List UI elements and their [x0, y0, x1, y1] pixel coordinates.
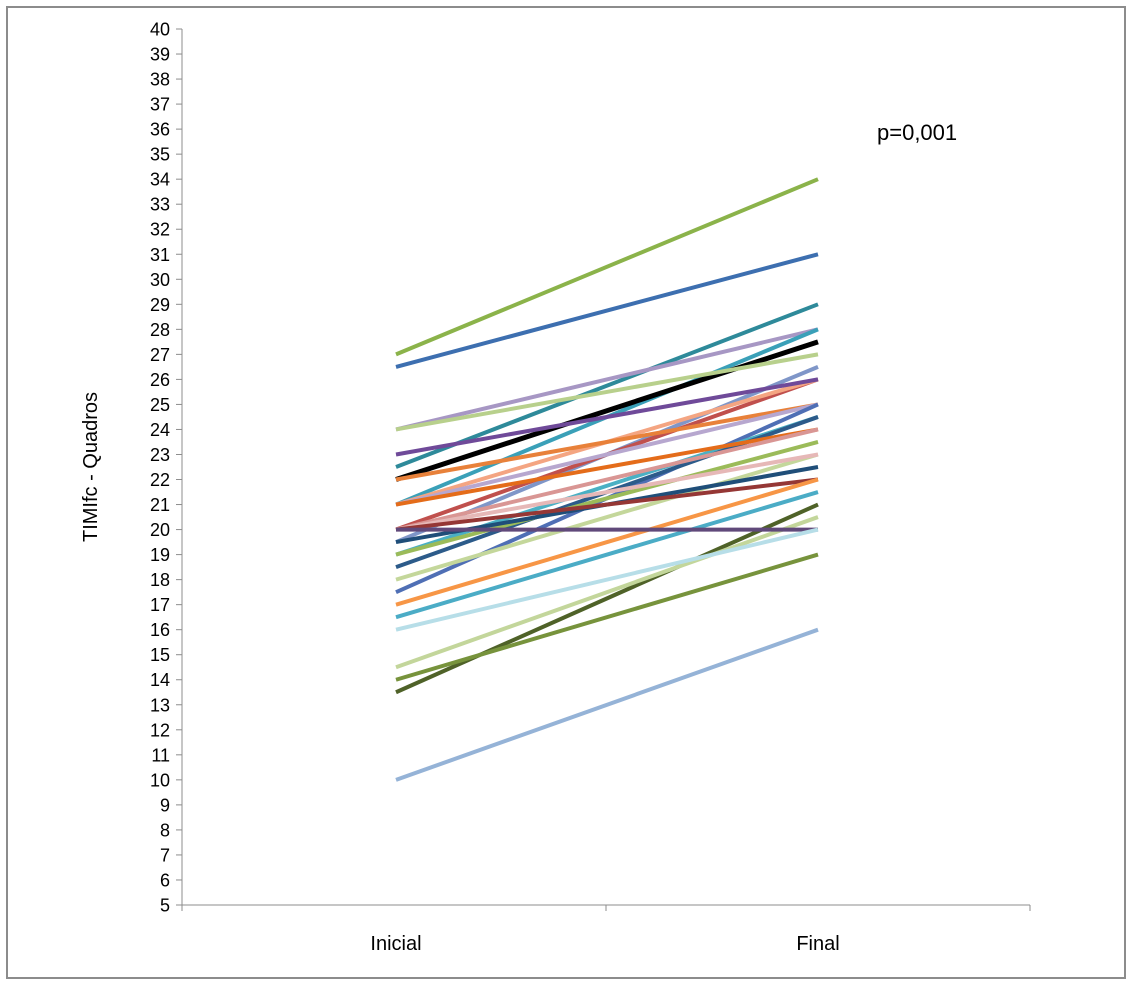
- y-tick-label: 20: [150, 520, 170, 540]
- series-line-11: [395, 377, 819, 457]
- series-line-25: [395, 490, 819, 620]
- y-tick-label: 8: [160, 820, 170, 840]
- y-tick-label: 15: [150, 645, 170, 665]
- y-tick-label: 38: [150, 70, 170, 90]
- y-tick-label: 39: [150, 45, 170, 65]
- y-tick-label: 10: [150, 770, 170, 790]
- y-tick-label: 22: [150, 470, 170, 490]
- series-line-21: [395, 452, 819, 532]
- series-line-1: [395, 177, 819, 357]
- y-tick-label: 35: [150, 145, 170, 165]
- y-tick-label: 34: [150, 170, 170, 190]
- y-tick-label: 24: [150, 420, 170, 440]
- y-tick-label: 23: [150, 445, 170, 465]
- series-line-27: [395, 515, 819, 670]
- y-tick-label: 17: [150, 595, 170, 615]
- y-tick-label: 36: [150, 120, 170, 140]
- chart-frame: [6, 6, 1126, 979]
- y-tick-label: 19: [150, 545, 170, 565]
- y-tick-label: 14: [150, 670, 170, 690]
- y-tick-label: 28: [150, 320, 170, 340]
- series-line-4: [395, 327, 819, 432]
- series-line-23: [395, 477, 819, 532]
- y-tick-label: 27: [150, 345, 170, 365]
- series-line-3: [395, 302, 819, 469]
- y-tick-label: 12: [150, 720, 170, 740]
- y-tick-label: 26: [150, 370, 170, 390]
- series-line-30: [395, 552, 819, 682]
- series-line-6: [395, 339, 819, 482]
- y-tick-label: 32: [150, 220, 170, 240]
- y-axis-title: TIMIfc - Quadros: [80, 392, 102, 542]
- y-tick-label: 37: [150, 95, 170, 115]
- y-tick-label: 13: [150, 695, 170, 715]
- y-tick-label: 25: [150, 395, 170, 415]
- y-tick-label: 29: [150, 295, 170, 315]
- series-line-19: [395, 440, 819, 557]
- series-line-20: [395, 452, 819, 582]
- series-line-13: [395, 402, 819, 507]
- y-tick-label: 21: [150, 495, 170, 515]
- y-tick-label: 30: [150, 270, 170, 290]
- y-tick-label: 5: [160, 896, 170, 916]
- y-tick-label: 9: [160, 795, 170, 815]
- y-tick-label: 33: [150, 195, 170, 215]
- x-tick-marks: [181, 905, 1031, 911]
- y-tick-label: 7: [160, 845, 170, 865]
- y-tick-labels: 5 6 7 8 9 10 11 12 13 14 15 16 17 18 19 20 21 22 23 24 25 26 2…: [150, 20, 182, 916]
- series-line-31: [395, 627, 819, 782]
- y-tick-label: 18: [150, 570, 170, 590]
- series-line-18: [395, 427, 819, 532]
- y-tick-label: 6: [160, 870, 170, 890]
- series-line-29: [395, 527, 819, 632]
- series-line-17: [395, 427, 819, 507]
- y-tick-label: 31: [150, 245, 170, 265]
- y-tick-label: 16: [150, 620, 170, 640]
- series-lines: [395, 177, 819, 782]
- y-tick-label: 40: [150, 20, 170, 40]
- series-line-24: [395, 477, 819, 607]
- x-category-label-inicial: Inicial: [370, 933, 421, 955]
- x-category-label-final: Final: [796, 933, 839, 955]
- p-value-annotation: p=0,001: [877, 120, 957, 145]
- series-line-12: [395, 402, 819, 482]
- series-line-2: [395, 252, 819, 369]
- y-tick-label: 11: [151, 745, 170, 765]
- series-line-7: [395, 352, 819, 432]
